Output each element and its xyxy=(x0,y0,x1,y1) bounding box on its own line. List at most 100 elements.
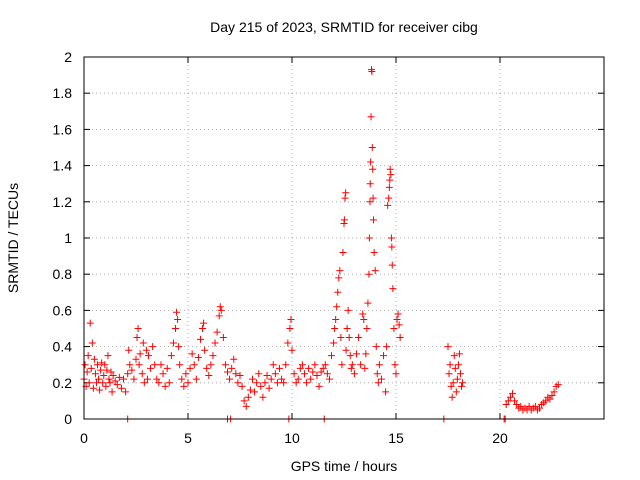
data-point xyxy=(163,364,171,372)
data-point xyxy=(188,350,196,358)
data-point xyxy=(502,401,510,409)
data-point xyxy=(199,325,207,332)
data-point xyxy=(300,370,308,378)
data-point xyxy=(387,234,395,242)
data-point xyxy=(125,346,133,354)
data-point xyxy=(217,306,225,314)
y-tick-label: 0.6 xyxy=(53,302,73,318)
data-point xyxy=(98,359,106,367)
x-axis-label: GPS time / hours xyxy=(291,458,398,474)
data-point xyxy=(178,375,186,383)
data-point xyxy=(144,352,152,360)
data-point xyxy=(226,375,234,383)
data-point xyxy=(97,366,105,374)
data-point xyxy=(190,361,198,369)
data-point xyxy=(290,370,298,378)
data-point xyxy=(259,393,267,401)
data-point xyxy=(155,379,163,387)
data-point xyxy=(337,334,345,342)
data-point xyxy=(447,382,455,390)
data-point xyxy=(94,361,102,369)
y-axis-label: SRMTID / TECUs xyxy=(5,183,21,293)
data-point xyxy=(325,375,333,383)
data-point xyxy=(180,382,188,390)
data-point xyxy=(352,350,360,358)
data-point xyxy=(336,267,344,275)
data-point xyxy=(87,364,95,372)
data-point xyxy=(371,267,379,275)
data-point xyxy=(362,350,370,358)
data-point xyxy=(554,381,562,389)
data-point xyxy=(386,176,394,184)
data-point xyxy=(105,375,113,383)
data-point xyxy=(454,361,462,369)
data-point xyxy=(298,361,306,369)
data-point xyxy=(107,368,115,376)
data-point xyxy=(194,353,202,361)
data-point xyxy=(456,370,464,378)
data-point xyxy=(90,355,98,363)
y-tick-label: 0.4 xyxy=(53,339,73,355)
data-point xyxy=(542,397,550,405)
data-point xyxy=(296,364,304,372)
data-point xyxy=(85,379,93,387)
data-point xyxy=(548,391,556,399)
data-point xyxy=(335,274,343,282)
data-point xyxy=(444,343,452,351)
data-point xyxy=(342,346,350,354)
data-point xyxy=(276,364,284,372)
data-point xyxy=(342,189,350,197)
data-point xyxy=(395,321,403,329)
y-tick-label: 1.4 xyxy=(53,158,73,174)
data-point xyxy=(391,361,399,369)
data-point xyxy=(269,361,277,369)
data-point xyxy=(100,372,108,380)
data-point xyxy=(384,201,392,209)
data-point xyxy=(319,364,327,372)
data-point xyxy=(106,379,114,387)
data-point xyxy=(517,402,525,410)
chart-title: Day 215 of 2023, SRMTID for receiver cib… xyxy=(210,19,478,35)
data-point xyxy=(343,325,351,332)
data-point xyxy=(334,288,342,296)
data-point xyxy=(89,384,97,392)
data-point xyxy=(348,361,356,369)
data-point xyxy=(389,285,397,293)
data-point xyxy=(122,388,130,396)
data-point xyxy=(368,144,376,151)
data-point xyxy=(385,194,393,202)
data-point xyxy=(173,308,181,316)
data-point xyxy=(330,339,338,347)
data-point xyxy=(135,361,143,369)
data-point xyxy=(341,194,349,202)
x-tick-label: 10 xyxy=(284,430,300,446)
data-point xyxy=(120,375,128,383)
data-point xyxy=(273,379,281,387)
data-point xyxy=(203,364,211,372)
data-point xyxy=(124,370,132,378)
data-point xyxy=(332,315,340,323)
data-point xyxy=(311,361,319,369)
data-point xyxy=(365,270,373,278)
data-point xyxy=(157,361,165,369)
data-point xyxy=(115,373,123,381)
data-point xyxy=(215,312,223,320)
data-point xyxy=(224,368,232,376)
data-point xyxy=(388,243,396,251)
data-point xyxy=(370,248,378,256)
data-point xyxy=(86,319,94,327)
data-point xyxy=(452,388,460,396)
data-point xyxy=(368,67,376,75)
data-point xyxy=(359,310,367,318)
data-point xyxy=(228,364,236,372)
data-point xyxy=(213,328,221,336)
data-point xyxy=(165,379,173,387)
data-point xyxy=(449,379,457,387)
data-point xyxy=(201,346,209,354)
data-point xyxy=(95,375,103,383)
data-point xyxy=(143,375,151,383)
data-point xyxy=(370,216,378,224)
data-point xyxy=(132,355,140,363)
data-point xyxy=(448,393,456,401)
